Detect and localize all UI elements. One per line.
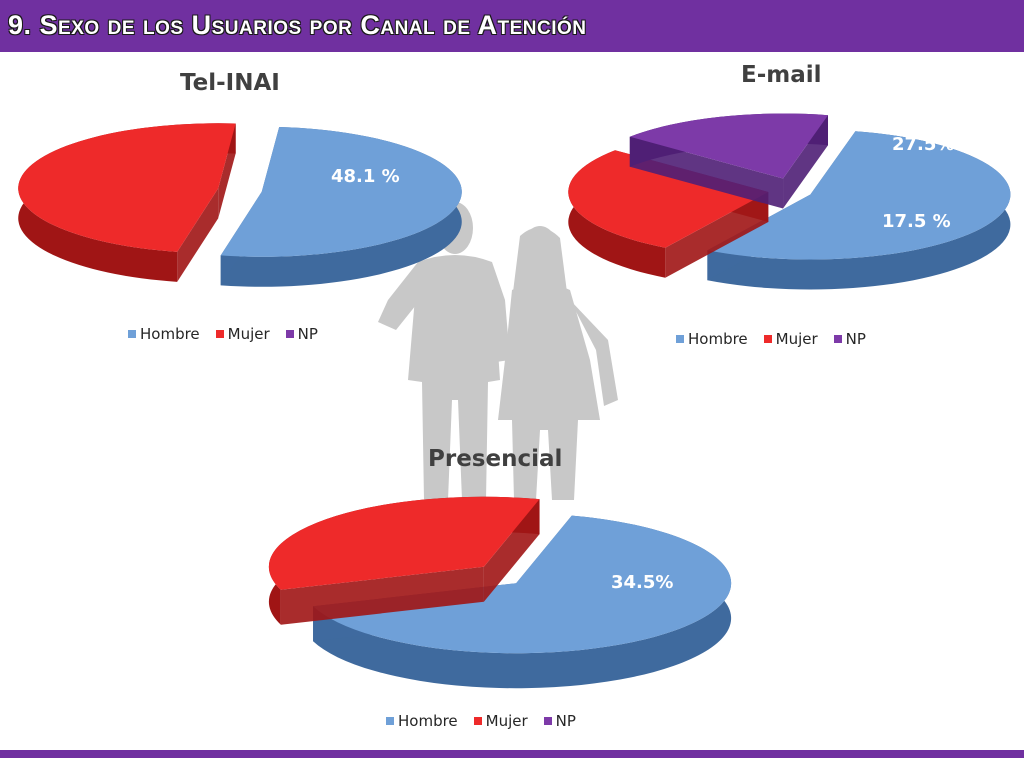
- pie-chart-1: 55.0 %27.5%17.5 %: [568, 113, 1011, 290]
- pie-slice-wall: [218, 123, 236, 219]
- pie-label-mujer: 48.1 %: [331, 166, 400, 187]
- chart-title-presencial: Presencial: [428, 446, 563, 472]
- pie-label-np: 17.5 %: [882, 211, 951, 232]
- legend-label: NP: [555, 712, 576, 730]
- pie-chart-2: 65.5 %34.5%: [268, 496, 732, 689]
- pie-slice-side-hombre: [313, 515, 732, 689]
- legend-item: NP: [543, 712, 576, 730]
- legend-label: Hombre: [140, 325, 200, 343]
- pie-slice-wall: [629, 136, 784, 209]
- legend-swatch-mujer: [473, 717, 482, 725]
- legend-swatch-hombre: [386, 717, 394, 725]
- legend-label: Mujer: [775, 330, 818, 348]
- legend-swatch-np: [543, 717, 552, 725]
- pie-slice-wall: [483, 499, 540, 602]
- legend-presencial: Hombre Mujer NP: [386, 712, 576, 730]
- pie-slice-mujer: [268, 496, 540, 590]
- legend-label: NP: [845, 330, 866, 348]
- footer-bar: [0, 750, 1024, 758]
- pie-slice-mujer: [18, 123, 236, 252]
- legend-swatch-np: [833, 335, 842, 343]
- legend-swatch-hombre: [676, 335, 684, 343]
- legend-swatch-np: [285, 330, 294, 338]
- legend-item: NP: [833, 330, 866, 348]
- legend-item: Mujer: [473, 712, 528, 730]
- page-title: 9. Sexo de los Usuarios por Canal de Ate…: [8, 10, 587, 40]
- pie-slice-wall: [280, 566, 484, 625]
- pie-slice-np: [629, 113, 829, 179]
- legend-item: Mujer: [215, 325, 270, 343]
- legend-item: Hombre: [128, 325, 200, 343]
- chart-title-tel-inai: Tel-INAI: [180, 70, 280, 96]
- legend-item: NP: [285, 325, 318, 343]
- legend-label: NP: [297, 325, 318, 343]
- chart-title-email: E-mail: [741, 62, 822, 88]
- pie-slice-hombre: [313, 515, 732, 654]
- pie-slice-hombre: [707, 131, 1011, 260]
- header-bar: 9. Sexo de los Usuarios por Canal de Ate…: [0, 0, 1024, 52]
- pie-slice-hombre: [220, 127, 462, 257]
- legend-item: Hombre: [386, 712, 458, 730]
- legend-tel-inai: Hombre Mujer NP: [128, 325, 318, 343]
- legend-swatch-mujer: [763, 335, 772, 343]
- legend-label: Hombre: [398, 712, 458, 730]
- legend-label: Mujer: [227, 325, 270, 343]
- couple-silhouette: [378, 202, 618, 500]
- legend-label: Hombre: [688, 330, 748, 348]
- legend-item: Mujer: [763, 330, 818, 348]
- pie-label-mujer: 34.5%: [611, 572, 673, 593]
- legend-swatch-hombre: [128, 330, 136, 338]
- legend-swatch-mujer: [215, 330, 224, 338]
- pie-chart-0: 51.9 %48.1 %: [18, 123, 462, 287]
- pie-slice-mujer: [568, 150, 769, 248]
- pie-label-mujer: 27.5%: [892, 134, 954, 155]
- legend-email: Hombre Mujer NP: [676, 330, 866, 348]
- pie-slice-wall: [783, 115, 829, 209]
- legend-item: Hombre: [676, 330, 748, 348]
- pie-slice-wall: [177, 188, 219, 282]
- legend-label: Mujer: [485, 712, 528, 730]
